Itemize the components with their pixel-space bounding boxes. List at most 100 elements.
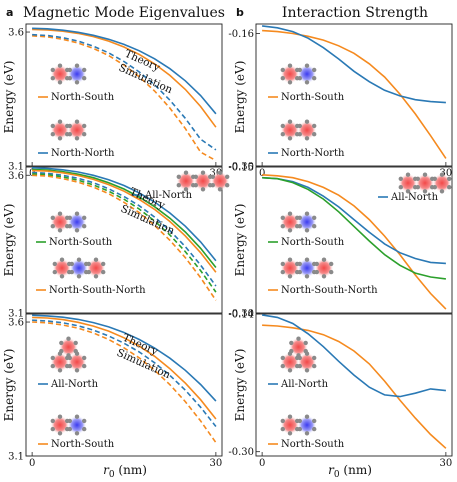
atom-dot	[57, 80, 63, 85]
atom-dot	[312, 123, 317, 129]
molecule-icon	[50, 119, 87, 141]
atom-dot	[86, 269, 92, 275]
ylabel-a-middle: Energy (eV)	[2, 204, 16, 277]
atom-dot	[67, 123, 73, 129]
magnet-blob	[193, 171, 213, 191]
atom-dot	[297, 132, 302, 137]
molecule-icon	[398, 172, 452, 194]
atom-dot	[74, 119, 80, 124]
atom-dot	[67, 215, 73, 220]
atom-dot	[82, 123, 87, 129]
legend-label: North-South	[281, 439, 345, 450]
atom-dot	[82, 67, 87, 73]
series-line-b-middle-0	[262, 174, 447, 310]
atom-dot	[67, 418, 73, 424]
molecule-icon	[280, 211, 317, 233]
atom-dot	[280, 426, 285, 432]
atom-dot	[76, 274, 82, 279]
series-line-a-middle-1	[32, 168, 217, 268]
atom-dot	[57, 414, 63, 419]
atom-dot	[405, 189, 411, 194]
atom-dot	[57, 119, 63, 124]
atom-dot	[321, 274, 327, 279]
ytick-label: 3.6	[8, 171, 24, 182]
legend-label: North-South	[51, 439, 115, 450]
xlabel-left: r0 (nm)	[103, 463, 147, 480]
atom-dot	[304, 414, 310, 419]
atom-dot	[52, 269, 57, 275]
atom-dot	[297, 67, 302, 73]
atom-dot	[200, 170, 206, 175]
atom-dot	[312, 355, 317, 361]
atom-dot	[297, 363, 302, 369]
molecule-icon	[280, 63, 317, 85]
atom-dot	[76, 257, 82, 262]
atom-dot	[57, 63, 63, 68]
magnet-blob	[59, 337, 78, 357]
atom-dot	[287, 414, 293, 419]
magnet-blob	[289, 337, 308, 357]
xtick-label: 0	[29, 458, 35, 469]
legend-label: All-North	[144, 190, 193, 201]
atom-dot	[74, 228, 80, 233]
atom-dot	[225, 183, 230, 188]
atom-dot	[304, 119, 310, 124]
atom-dot	[210, 174, 215, 179]
atom-dot	[280, 76, 285, 81]
magnet-blob	[280, 212, 300, 232]
atom-dot	[280, 269, 285, 275]
atom-dot	[321, 257, 327, 262]
panel-letter-b: b	[236, 6, 244, 19]
series-line-b-top-0	[262, 29, 447, 159]
ylabel-a-top: Energy (eV)	[2, 61, 16, 134]
xtick-label: 0	[259, 458, 265, 469]
xtick-label: 30	[440, 168, 453, 179]
atom-dot	[82, 224, 87, 229]
atom-dot	[297, 418, 302, 424]
atom-dot	[296, 336, 301, 341]
ytick-label: 3.1	[8, 452, 24, 463]
molecule-icon	[50, 414, 87, 436]
atom-dot	[50, 67, 55, 73]
atom-dot	[297, 269, 302, 275]
atom-dot	[73, 340, 78, 346]
atom-dot	[66, 336, 71, 341]
magnet-blob	[50, 352, 70, 372]
atom-dot	[297, 123, 302, 129]
ylabel-b-top: Energy (eV)	[233, 61, 247, 134]
molecule-icon	[280, 257, 334, 279]
atom-dot	[50, 426, 55, 432]
atom-dot	[52, 261, 57, 267]
atom-dot	[69, 269, 75, 275]
series-line-a-bottom-3	[32, 321, 217, 444]
magnet-blob	[176, 171, 196, 191]
atom-dot	[74, 351, 80, 356]
series-line-b-middle-1	[262, 176, 446, 265]
atom-dot	[57, 351, 63, 356]
atom-dot	[304, 431, 310, 436]
magnet-blob	[297, 64, 317, 84]
atom-dot	[297, 261, 302, 267]
atom-dot	[297, 76, 302, 81]
atom-dot	[225, 174, 230, 179]
ytick-label: 3.6	[8, 28, 24, 39]
atom-dot	[183, 187, 189, 192]
legend-label: North-South	[281, 237, 345, 248]
series-line-a-middle-2	[32, 169, 217, 273]
magnet-blob	[432, 173, 452, 193]
atom-dot	[50, 123, 55, 129]
atom-dot	[59, 274, 65, 279]
legend-label: North-North	[51, 148, 115, 159]
atom-dot	[82, 426, 87, 432]
atom-dot	[280, 224, 285, 229]
ytick-label: 3.6	[8, 318, 24, 329]
magnet-blob	[67, 415, 87, 435]
legend-label: North-South	[49, 237, 113, 248]
atom-dot	[217, 187, 223, 192]
atom-dot	[287, 80, 293, 85]
atom-dot	[287, 431, 293, 436]
atom-dot	[86, 261, 92, 267]
series-line-a-middle-0	[32, 167, 217, 262]
atom-dot	[303, 340, 308, 346]
magnet-blob	[86, 258, 106, 278]
